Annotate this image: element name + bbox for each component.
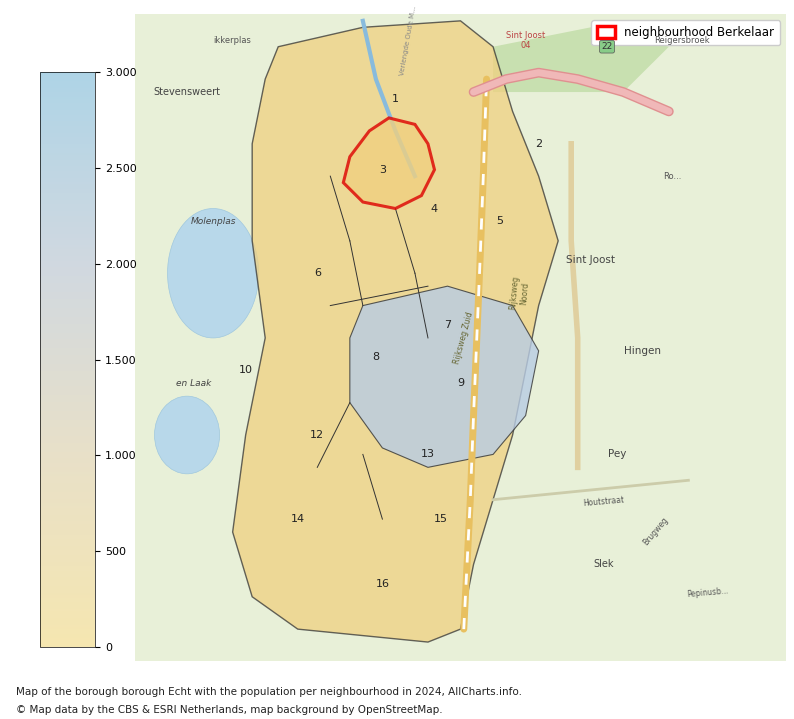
Text: 16: 16 <box>376 579 389 589</box>
Text: Verlengde Oude M...: Verlengde Oude M... <box>399 5 418 75</box>
Text: 8: 8 <box>372 352 380 362</box>
Polygon shape <box>135 14 786 661</box>
Text: 2: 2 <box>535 139 542 149</box>
Text: 1: 1 <box>392 93 399 104</box>
Text: Houtstraat: Houtstraat <box>583 495 625 508</box>
Text: Rijksweg Zuid: Rijksweg Zuid <box>453 311 475 365</box>
Text: Map of the borough borough Echt with the population per neighbourhood in 2024, A: Map of the borough borough Echt with the… <box>16 687 522 697</box>
Text: 5: 5 <box>496 216 503 226</box>
Text: Slek: Slek <box>593 559 614 569</box>
Legend: neighbourhood Berkelaar: neighbourhood Berkelaar <box>592 20 781 45</box>
Text: Stevensweert: Stevensweert <box>153 87 221 97</box>
Text: Rijksweg
Noord: Rijksweg Noord <box>508 275 530 311</box>
Text: 13: 13 <box>421 449 435 459</box>
Text: 15: 15 <box>434 514 448 524</box>
Text: Molenplas: Molenplas <box>191 217 236 226</box>
Text: Brugweg: Brugweg <box>642 516 670 547</box>
Text: Pepinusb...: Pepinusb... <box>687 586 729 599</box>
Text: 12: 12 <box>310 430 324 440</box>
Ellipse shape <box>155 396 220 474</box>
Text: ikkerplas: ikkerplas <box>214 36 252 45</box>
Text: 14: 14 <box>291 514 305 524</box>
Text: 7: 7 <box>444 320 451 330</box>
Text: Reigersbroek: Reigersbroek <box>654 36 710 45</box>
Text: 3: 3 <box>379 165 386 175</box>
Text: 10: 10 <box>239 365 252 375</box>
Text: en Laak: en Laak <box>176 379 211 388</box>
Ellipse shape <box>168 209 259 338</box>
Text: © Map data by the CBS & ESRI Netherlands, map background by OpenStreetMap.: © Map data by the CBS & ESRI Netherlands… <box>16 705 442 715</box>
Text: Hingen: Hingen <box>624 346 661 356</box>
Polygon shape <box>343 118 434 209</box>
Text: 22: 22 <box>601 42 613 51</box>
Polygon shape <box>233 21 558 642</box>
Text: Sint Joost
04: Sint Joost 04 <box>506 31 545 50</box>
Text: 4: 4 <box>431 203 438 214</box>
Polygon shape <box>493 27 669 92</box>
Text: Ro...: Ro... <box>664 172 682 180</box>
Text: Sint Joost: Sint Joost <box>566 255 615 265</box>
Polygon shape <box>350 286 538 467</box>
Text: 9: 9 <box>457 378 464 388</box>
Text: Pey: Pey <box>607 449 626 459</box>
Text: 6: 6 <box>314 268 321 278</box>
